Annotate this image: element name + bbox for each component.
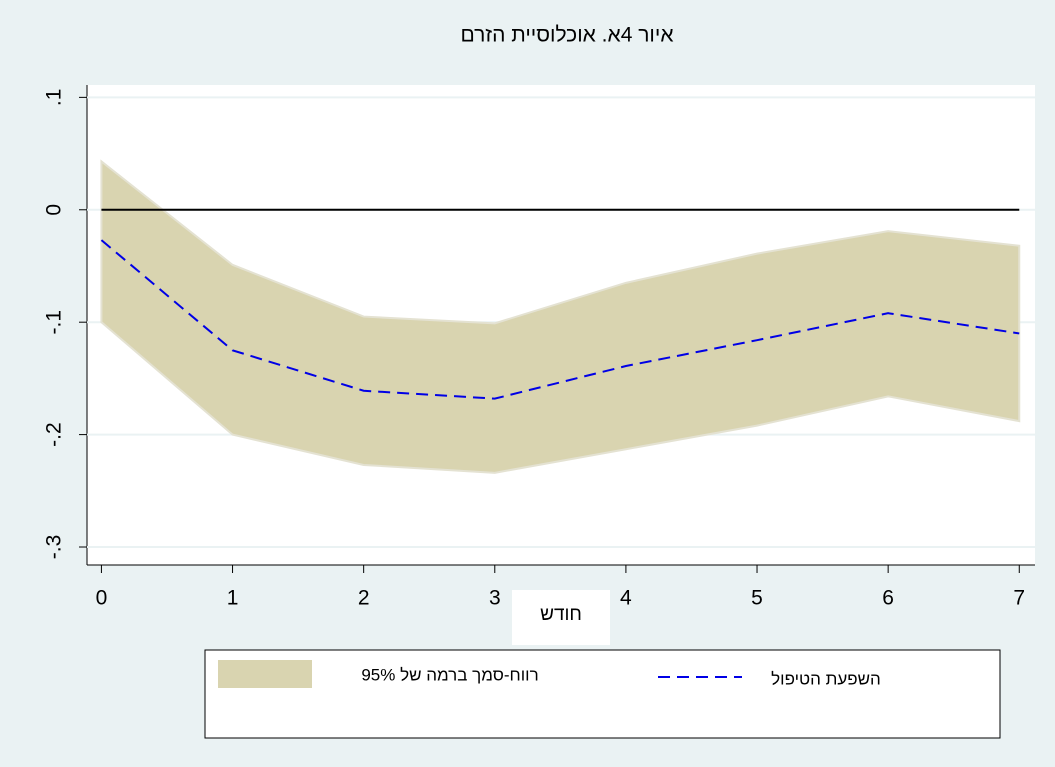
confidence-band <box>100 159 1021 474</box>
legend-swatch <box>218 660 312 688</box>
x-axis-label: חודש <box>540 604 582 625</box>
effect-line <box>100 239 1020 400</box>
x-tick-label: 3 <box>489 587 501 610</box>
y-tick-label: -.1 <box>43 310 66 335</box>
x-tick-label: 1 <box>227 587 239 610</box>
x-tick-label: 4 <box>620 587 632 610</box>
x-tick-label: 6 <box>882 587 894 610</box>
x-label-box <box>512 590 610 645</box>
y-tick-label: .1 <box>43 89 66 107</box>
x-tick-label: 7 <box>1013 587 1025 610</box>
y-tick-label: 0 <box>43 204 66 216</box>
x-tick-label: 0 <box>96 587 108 610</box>
x-tick-label: 5 <box>751 587 763 610</box>
y-tick-label: -.2 <box>43 422 66 447</box>
legend-label: השפעת הטיפול <box>771 669 881 688</box>
chart-title: איור 4א. אוכלוסיית הזרם <box>460 24 673 47</box>
legend <box>204 649 1001 739</box>
legend-label: רווח-סמך ברמה של 95% <box>361 665 538 684</box>
x-tick-label: 2 <box>358 587 370 610</box>
y-tick-label: -.3 <box>43 535 66 560</box>
